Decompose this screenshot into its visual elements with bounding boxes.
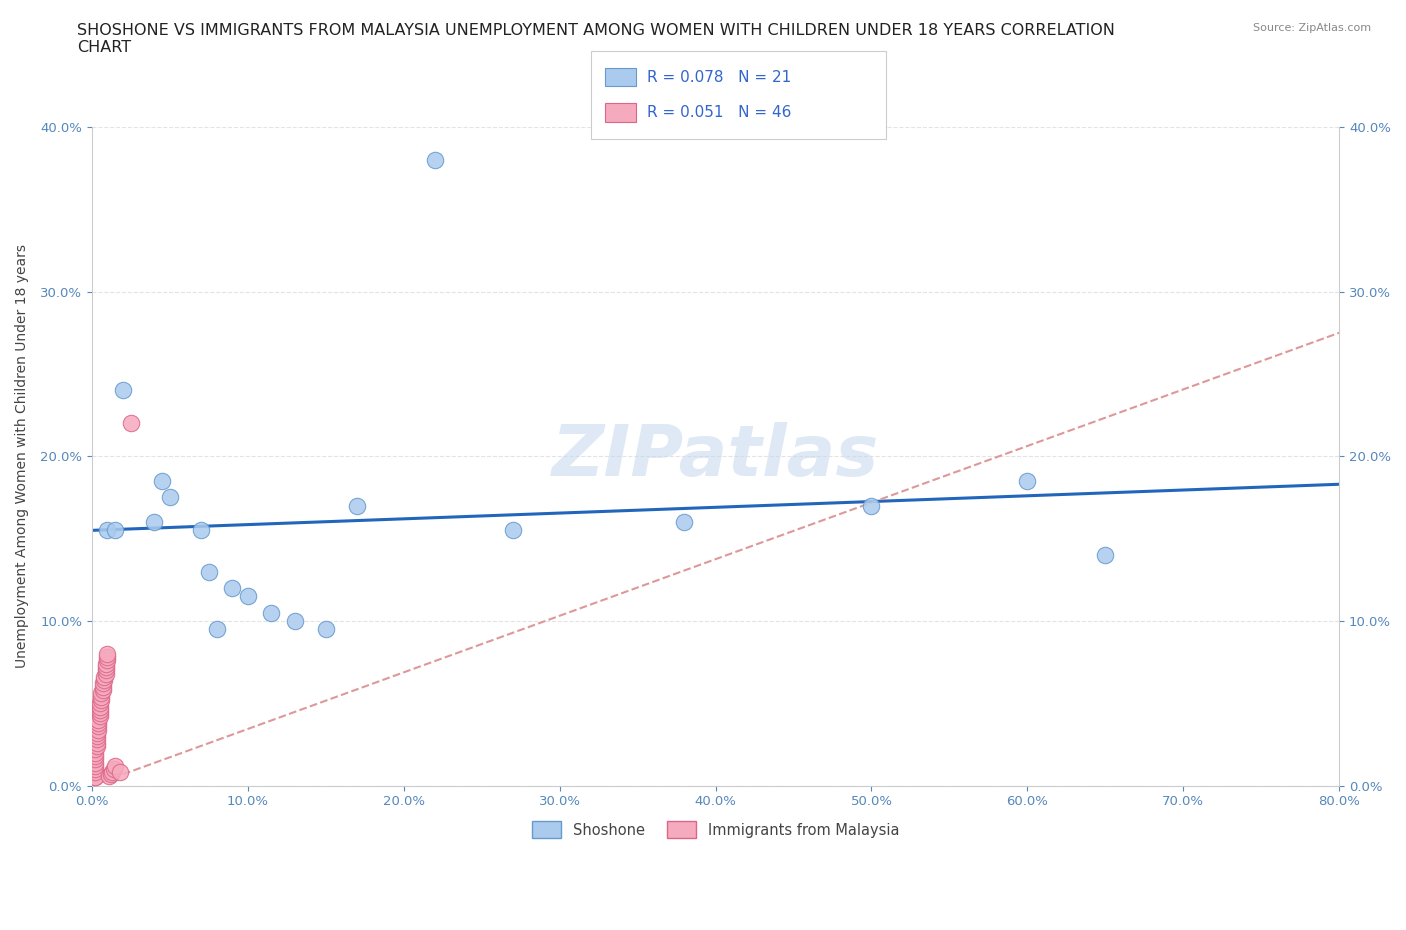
Point bbox=[108, 765, 131, 780]
Point bbox=[86, 725, 108, 740]
Legend: Shoshone, Immigrants from Malaysia: Shoshone, Immigrants from Malaysia bbox=[526, 816, 905, 844]
Point bbox=[101, 765, 124, 780]
Point bbox=[91, 676, 114, 691]
Point bbox=[502, 523, 524, 538]
Point bbox=[96, 650, 118, 665]
Point bbox=[86, 729, 108, 744]
Point bbox=[94, 657, 117, 671]
Point bbox=[1017, 473, 1039, 488]
Y-axis label: Unemployment Among Women with Children Under 18 years: Unemployment Among Women with Children U… bbox=[15, 245, 30, 669]
Point bbox=[87, 723, 110, 737]
Point bbox=[89, 696, 111, 711]
Point bbox=[93, 672, 115, 687]
Point bbox=[283, 614, 305, 629]
Point bbox=[89, 709, 111, 724]
Point bbox=[111, 383, 134, 398]
Point bbox=[84, 770, 107, 785]
Point bbox=[100, 766, 122, 781]
Point bbox=[93, 670, 115, 684]
Point bbox=[86, 732, 108, 747]
Point bbox=[90, 686, 112, 701]
Point bbox=[84, 745, 107, 760]
Point bbox=[423, 153, 446, 167]
Point bbox=[120, 416, 142, 431]
Point bbox=[197, 565, 219, 579]
Point bbox=[91, 679, 114, 694]
Point bbox=[1094, 548, 1116, 563]
Point bbox=[84, 770, 107, 785]
Point bbox=[90, 693, 112, 708]
Point bbox=[96, 523, 118, 538]
Point bbox=[89, 706, 111, 721]
Point bbox=[143, 514, 166, 529]
Point bbox=[205, 622, 228, 637]
Point bbox=[98, 768, 121, 783]
Point bbox=[86, 738, 108, 753]
Point bbox=[87, 712, 110, 727]
Text: SHOSHONE VS IMMIGRANTS FROM MALAYSIA UNEMPLOYMENT AMONG WOMEN WITH CHILDREN UNDE: SHOSHONE VS IMMIGRANTS FROM MALAYSIA UNE… bbox=[77, 23, 1115, 38]
Point bbox=[84, 758, 107, 773]
Point bbox=[346, 498, 368, 513]
Point bbox=[84, 749, 107, 764]
Point bbox=[89, 702, 111, 717]
Point bbox=[104, 523, 127, 538]
Point bbox=[190, 523, 212, 538]
Point bbox=[94, 663, 117, 678]
Point bbox=[86, 736, 108, 751]
Point bbox=[94, 659, 117, 674]
Point bbox=[673, 514, 696, 529]
Point bbox=[221, 580, 243, 595]
Point bbox=[96, 646, 118, 661]
Point bbox=[84, 751, 107, 766]
Point bbox=[94, 666, 117, 681]
Point bbox=[159, 490, 181, 505]
Point bbox=[236, 589, 259, 604]
Point bbox=[87, 715, 110, 730]
Point bbox=[91, 683, 114, 698]
Point bbox=[104, 758, 127, 773]
Point bbox=[103, 762, 125, 777]
Text: ZIPatlas: ZIPatlas bbox=[553, 422, 879, 491]
Text: R = 0.078   N = 21: R = 0.078 N = 21 bbox=[647, 70, 792, 85]
Text: R = 0.051   N = 46: R = 0.051 N = 46 bbox=[647, 105, 792, 120]
Point bbox=[84, 765, 107, 780]
Point bbox=[96, 653, 118, 668]
Point bbox=[84, 755, 107, 770]
Point bbox=[90, 689, 112, 704]
Text: CHART: CHART bbox=[77, 40, 131, 55]
Point bbox=[89, 699, 111, 714]
Point bbox=[84, 762, 107, 777]
Point bbox=[315, 622, 337, 637]
Point bbox=[150, 473, 173, 488]
Point bbox=[260, 605, 283, 620]
Point bbox=[84, 742, 107, 757]
Point bbox=[860, 498, 883, 513]
Text: Source: ZipAtlas.com: Source: ZipAtlas.com bbox=[1253, 23, 1371, 33]
Point bbox=[87, 719, 110, 734]
